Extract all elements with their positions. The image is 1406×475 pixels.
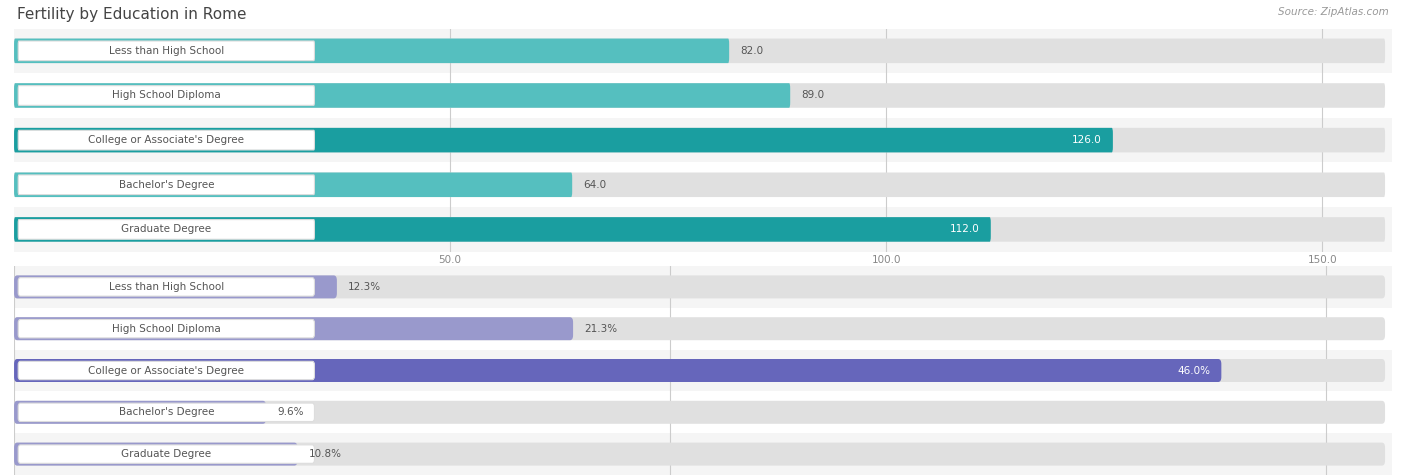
FancyBboxPatch shape — [14, 172, 1385, 197]
FancyBboxPatch shape — [18, 278, 315, 296]
FancyBboxPatch shape — [18, 41, 315, 61]
FancyBboxPatch shape — [14, 83, 1385, 108]
FancyBboxPatch shape — [14, 128, 1385, 152]
FancyBboxPatch shape — [18, 130, 315, 150]
Text: 89.0: 89.0 — [801, 90, 824, 101]
FancyBboxPatch shape — [14, 217, 1385, 242]
Text: 12.3%: 12.3% — [347, 282, 381, 292]
FancyBboxPatch shape — [18, 175, 315, 195]
Text: 21.3%: 21.3% — [583, 323, 617, 334]
Text: 9.6%: 9.6% — [277, 407, 304, 418]
Text: Bachelor's Degree: Bachelor's Degree — [118, 407, 214, 418]
FancyBboxPatch shape — [14, 276, 337, 298]
FancyBboxPatch shape — [18, 445, 315, 463]
Text: 64.0: 64.0 — [583, 180, 606, 190]
Bar — [14, 266, 1392, 308]
FancyBboxPatch shape — [14, 443, 298, 466]
FancyBboxPatch shape — [14, 359, 1222, 382]
FancyBboxPatch shape — [14, 359, 1385, 382]
Text: 126.0: 126.0 — [1073, 135, 1102, 145]
Text: Fertility by Education in Rome: Fertility by Education in Rome — [17, 7, 246, 22]
FancyBboxPatch shape — [14, 217, 991, 242]
FancyBboxPatch shape — [18, 361, 315, 380]
Bar — [14, 28, 1392, 73]
Text: High School Diploma: High School Diploma — [112, 323, 221, 334]
Text: College or Associate's Degree: College or Associate's Degree — [89, 365, 245, 376]
Bar — [14, 391, 1392, 433]
FancyBboxPatch shape — [14, 38, 730, 63]
Text: Source: ZipAtlas.com: Source: ZipAtlas.com — [1278, 7, 1389, 17]
FancyBboxPatch shape — [14, 172, 572, 197]
Text: Graduate Degree: Graduate Degree — [121, 224, 211, 235]
Bar — [14, 350, 1392, 391]
Bar — [14, 73, 1392, 118]
Text: Less than High School: Less than High School — [108, 282, 224, 292]
FancyBboxPatch shape — [14, 317, 574, 340]
FancyBboxPatch shape — [18, 320, 315, 338]
FancyBboxPatch shape — [18, 86, 315, 105]
Bar — [14, 207, 1392, 252]
FancyBboxPatch shape — [14, 401, 1385, 424]
FancyBboxPatch shape — [14, 276, 1385, 298]
FancyBboxPatch shape — [14, 128, 1114, 152]
Text: 82.0: 82.0 — [740, 46, 763, 56]
FancyBboxPatch shape — [14, 401, 266, 424]
Bar — [14, 308, 1392, 350]
Text: College or Associate's Degree: College or Associate's Degree — [89, 135, 245, 145]
Bar — [14, 162, 1392, 207]
Text: 46.0%: 46.0% — [1177, 365, 1211, 376]
Bar — [14, 433, 1392, 475]
Bar — [14, 118, 1392, 162]
Text: High School Diploma: High School Diploma — [112, 90, 221, 101]
Text: Bachelor's Degree: Bachelor's Degree — [118, 180, 214, 190]
FancyBboxPatch shape — [18, 403, 315, 421]
FancyBboxPatch shape — [18, 219, 315, 239]
Text: 10.8%: 10.8% — [308, 449, 342, 459]
Text: 112.0: 112.0 — [950, 224, 980, 235]
FancyBboxPatch shape — [14, 83, 790, 108]
FancyBboxPatch shape — [14, 443, 1385, 466]
Text: Graduate Degree: Graduate Degree — [121, 449, 211, 459]
FancyBboxPatch shape — [14, 38, 1385, 63]
FancyBboxPatch shape — [14, 317, 1385, 340]
Text: Less than High School: Less than High School — [108, 46, 224, 56]
